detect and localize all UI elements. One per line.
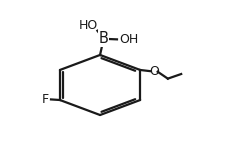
Text: B: B xyxy=(98,31,108,46)
Text: HO: HO xyxy=(79,19,98,32)
Text: O: O xyxy=(149,65,159,78)
Text: OH: OH xyxy=(118,33,138,46)
Text: F: F xyxy=(41,93,49,106)
